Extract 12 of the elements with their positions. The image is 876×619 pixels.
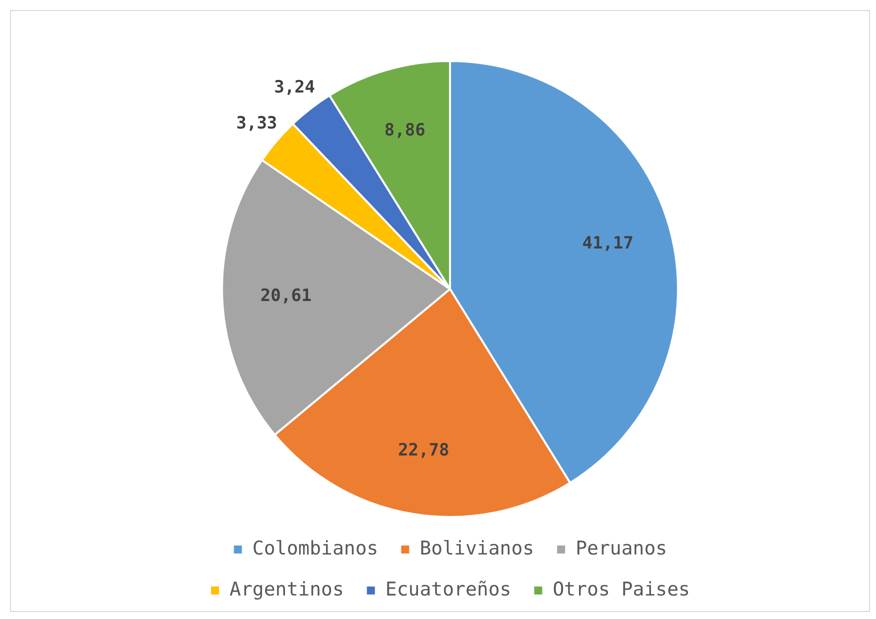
data-label: 3,24 <box>274 78 316 98</box>
legend-label: Ecuatoreños <box>385 578 512 600</box>
data-label: 41,17 <box>582 233 634 254</box>
data-label: 20,61 <box>260 286 312 306</box>
legend-label: Otros Paises <box>552 578 690 600</box>
legend-label: Colombianos <box>252 537 378 560</box>
legend-label: Argentinos <box>230 578 344 600</box>
legend-label: Bolivianos <box>420 537 534 560</box>
data-label: 8,86 <box>384 120 426 141</box>
data-label: 22,78 <box>398 440 450 460</box>
legend-label: Peruanos <box>576 537 668 560</box>
data-label: 3,33 <box>236 114 278 134</box>
